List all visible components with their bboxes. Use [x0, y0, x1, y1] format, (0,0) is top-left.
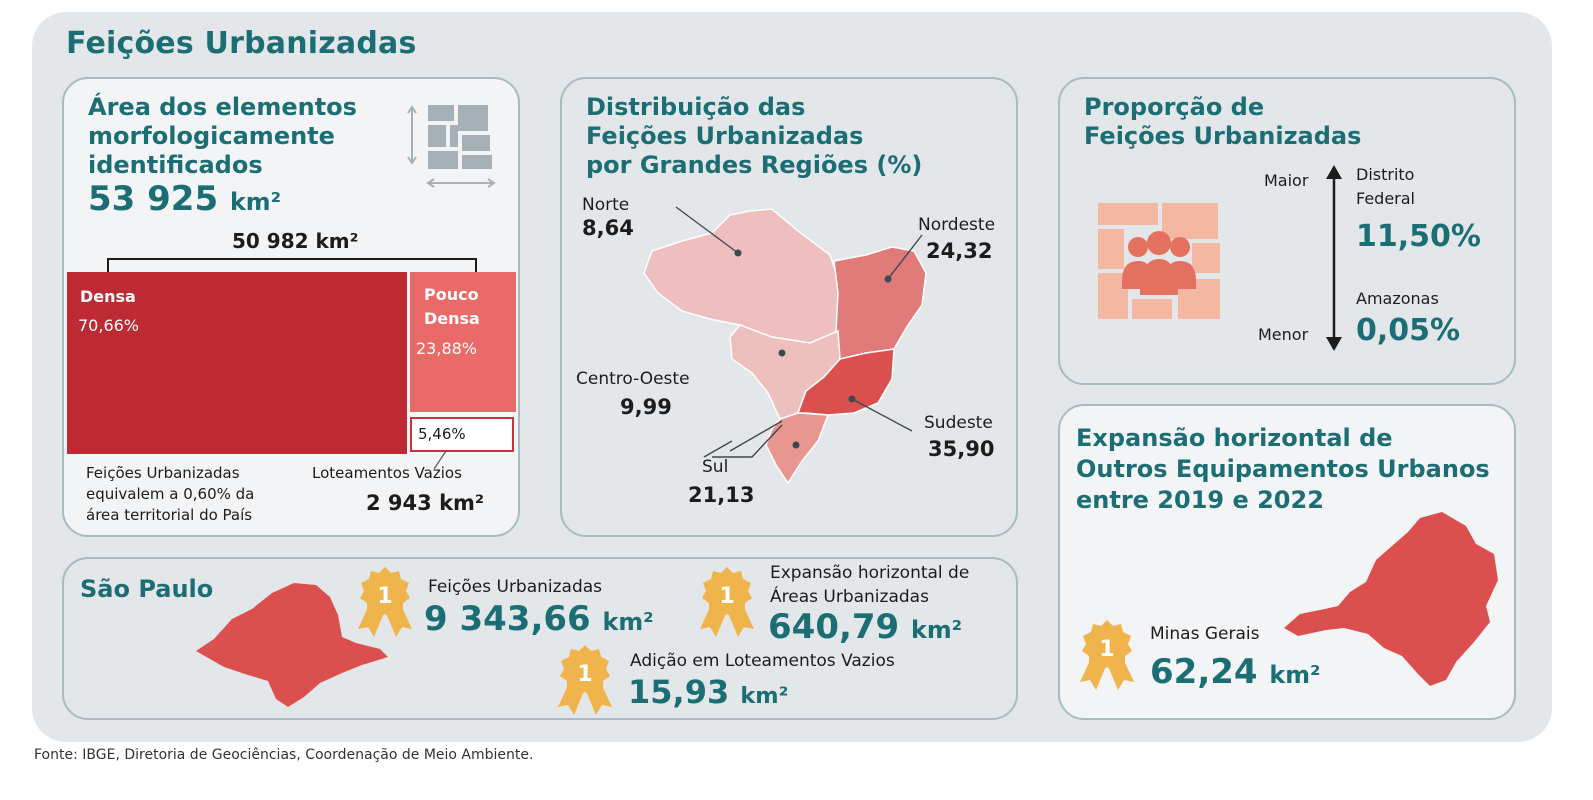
- region-norte-value: 8,64: [582, 216, 634, 240]
- bracket-value: 50 982 km²: [232, 229, 359, 253]
- bottom-value: 0,05%: [1356, 313, 1461, 348]
- proporcao-card: Proporção de Feições Urbanizadas Maior M…: [1058, 77, 1516, 385]
- source-note: Fonte: IBGE, Diretoria de Geociências, C…: [34, 747, 534, 763]
- sp-item-1-value: 9 343,66 km²: [424, 599, 654, 639]
- sp-item-2-label-2: Áreas Urbanizadas: [770, 587, 929, 607]
- regions-heading-line-1: Distribuição das: [586, 93, 806, 121]
- svg-text:1: 1: [377, 584, 392, 609]
- area-note-line-2: equivalem a 0,60% da: [86, 485, 255, 503]
- region-sudeste-value: 35,90: [928, 437, 995, 461]
- region-sul-value: 21,13: [688, 483, 755, 507]
- region-sul-name: Sul: [702, 457, 729, 477]
- sp-item-2-number: 640,79: [768, 607, 900, 647]
- area-heading-line-2: morfologicamente: [88, 122, 335, 150]
- minas-gerais-map: [1284, 512, 1498, 686]
- medal-icon: 1: [558, 645, 612, 715]
- pouco-densa-block: [410, 272, 516, 412]
- regions-heading-line-3: por Grandes Regiões (%): [586, 151, 923, 179]
- vazios-box: [410, 417, 514, 452]
- regions-heading-line-2: Feições Urbanizadas: [586, 122, 864, 150]
- svg-text:1: 1: [1099, 637, 1114, 662]
- sao-paulo-card: São Paulo 1 Feições Urbanizadas 9 343,66…: [62, 557, 1018, 720]
- sp-item-3-value: 15,93 km²: [628, 673, 788, 711]
- sp-item-1-label: Feições Urbanizadas: [428, 577, 603, 597]
- region-norte: [643, 208, 839, 344]
- sp-item-3-label: Adição em Loteamentos Vazios: [630, 651, 895, 671]
- page-title: Feições Urbanizadas: [66, 26, 417, 61]
- densa-block: [67, 272, 407, 454]
- sp-item-2-value: 640,79 km²: [768, 607, 962, 647]
- area-note-line-1: Feições Urbanizadas: [86, 464, 240, 482]
- area-heading-line-1: Área dos elementos: [88, 93, 357, 121]
- medal-icon: 1: [1080, 620, 1134, 690]
- vazios-pointer: [433, 451, 447, 469]
- area-total-unit: km²: [229, 188, 282, 216]
- sp-item-2-unit: km²: [911, 616, 963, 644]
- sao-paulo-heading: São Paulo: [80, 575, 214, 603]
- sp-item-1-unit: km²: [602, 608, 654, 636]
- region-nordeste-value: 24,32: [926, 239, 993, 263]
- land-parcel-icon: [407, 105, 496, 188]
- top-name-line-2: Federal: [1356, 189, 1415, 208]
- sao-paulo-map: [196, 583, 388, 707]
- area-total-value: 53 925: [88, 179, 219, 219]
- medal-icon: 1: [358, 567, 412, 637]
- region-centro-oeste-name: Centro-Oeste: [576, 369, 690, 389]
- vazios-pct: 5,46%: [418, 425, 466, 443]
- area-total: 53 925 km²: [88, 179, 281, 219]
- scale-arrow-icon: [1326, 165, 1342, 351]
- region-sudeste-name: Sudeste: [924, 413, 993, 433]
- proporcao-heading-line-2: Feições Urbanizadas: [1084, 122, 1362, 150]
- sp-item-2-label-1: Expansão horizontal de: [770, 563, 970, 583]
- expansao-value: 62,24 km²: [1150, 652, 1320, 692]
- regions-card: Distribuição das Feições Urbanizadas por…: [560, 77, 1018, 537]
- expansao-heading-line-1: Expansão horizontal de: [1076, 424, 1393, 452]
- pouco-densa-pct: 23,88%: [416, 339, 478, 358]
- sp-item-1-number: 9 343,66: [424, 599, 591, 639]
- medal-icon: 1: [700, 567, 754, 637]
- expansao-card: Expansão horizontal de Outros Equipament…: [1058, 404, 1516, 720]
- expansao-heading-line-3: entre 2019 e 2022: [1076, 486, 1324, 514]
- bottom-name: Amazonas: [1356, 289, 1439, 308]
- expansao-unit: km²: [1269, 661, 1321, 689]
- densa-pct: 70,66%: [78, 316, 140, 335]
- bracket: [107, 258, 477, 273]
- region-sudeste: [796, 348, 895, 416]
- people-on-parcels-icon: [1098, 203, 1220, 319]
- sp-item-3-unit: km²: [740, 683, 789, 709]
- top-name-line-1: Distrito: [1356, 165, 1415, 184]
- vazios-label: Loteamentos Vazios: [312, 464, 462, 482]
- region-centro-oeste-value: 9,99: [620, 395, 672, 419]
- area-card: Área dos elementos morfologicamente iden…: [62, 77, 520, 537]
- sp-item-3-number: 15,93: [628, 673, 730, 711]
- area-note-line-3: área territorial do País: [86, 506, 253, 524]
- menor-label: Menor: [1258, 325, 1309, 344]
- maior-label: Maior: [1264, 171, 1309, 190]
- svg-text:1: 1: [719, 584, 734, 609]
- region-nordeste: [833, 246, 927, 360]
- region-nordeste-name: Nordeste: [918, 215, 996, 235]
- densa-label: Densa: [80, 287, 136, 306]
- top-value: 11,50%: [1356, 219, 1481, 254]
- region-norte-name: Norte: [582, 195, 630, 215]
- proporcao-heading-line-1: Proporção de: [1084, 93, 1265, 121]
- expansao-number: 62,24: [1150, 652, 1258, 692]
- pouco-densa-label-2: Densa: [424, 309, 480, 328]
- area-heading-line-3: identificados: [88, 151, 263, 179]
- pouco-densa-label-1: Pouco: [424, 285, 479, 304]
- expansao-heading-line-2: Outros Equipamentos Urbanos: [1076, 455, 1490, 483]
- vazios-value: 2 943 km²: [366, 491, 485, 515]
- brazil-regions-map: [643, 206, 927, 485]
- expansao-state: Minas Gerais: [1150, 624, 1260, 644]
- svg-text:1: 1: [577, 662, 592, 687]
